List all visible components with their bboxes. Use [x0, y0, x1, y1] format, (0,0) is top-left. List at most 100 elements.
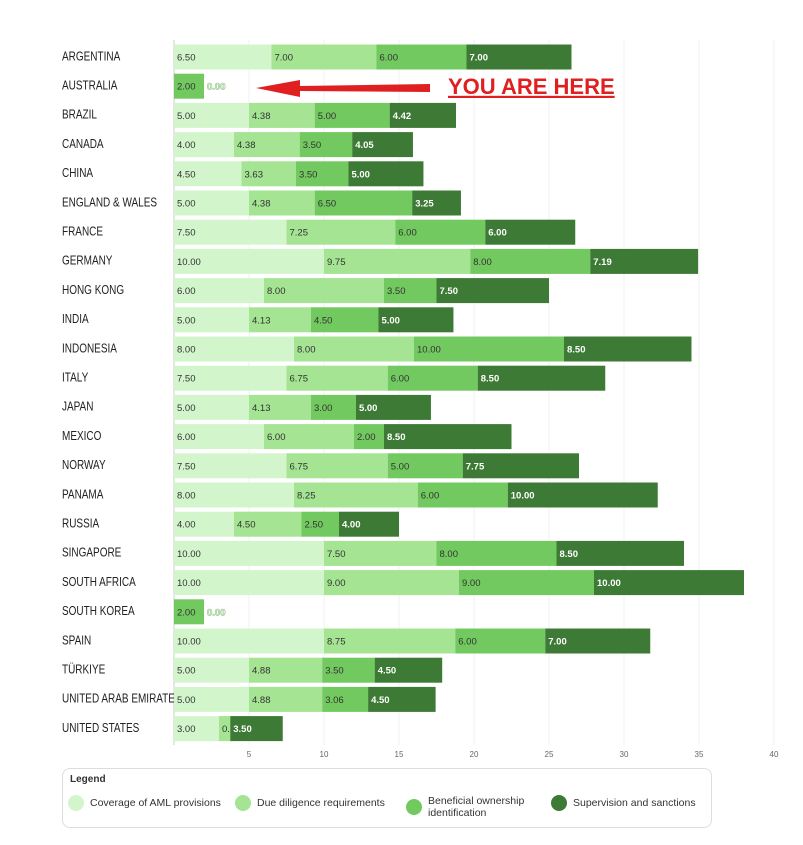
legend-item: Beneficial ownership identification [406, 795, 536, 819]
bar-segment [348, 161, 424, 187]
value-label: 7.50 [177, 461, 196, 472]
bar-segment [174, 482, 294, 508]
legend-item: Supervision and sanctions [551, 795, 711, 811]
bar-segment [462, 453, 579, 479]
bar-segment [436, 540, 557, 566]
bar-segment [174, 132, 234, 158]
category-label: INDIA [62, 313, 89, 326]
bar-segment [174, 365, 287, 391]
bar-segment [436, 278, 549, 304]
bar-segment [286, 365, 388, 391]
legend-swatch [68, 795, 84, 811]
category-label: SOUTH AFRICA [62, 576, 136, 589]
category-label: AUSTRALIA [62, 80, 118, 93]
value-label: 8.00 [177, 491, 196, 502]
bar-segment [286, 219, 396, 245]
value-label: 9.00 [327, 578, 346, 589]
value-label: 8.00 [267, 286, 286, 297]
category-label: HONG KONG [62, 284, 124, 297]
value-label: 5.00 [391, 461, 410, 472]
bar-segment [174, 599, 204, 625]
value-label: 4.50 [314, 315, 333, 326]
category-label: MEXICO [62, 430, 102, 443]
category-label: CANADA [62, 138, 104, 151]
legend: Legend Coverage of AML provisions Due dil… [62, 768, 712, 828]
category-label: ENGLAND & WALES [62, 196, 157, 209]
x-tick-label: 15 [395, 750, 404, 759]
bar-segment [174, 190, 249, 216]
legend-label: Beneficial ownership identification [428, 795, 525, 819]
bar-segment [322, 657, 375, 683]
bar-segment [355, 394, 431, 420]
value-label: 3.50 [303, 140, 322, 151]
bar-segment [324, 570, 459, 596]
value-label: 4.38 [252, 199, 271, 210]
bar-segment [174, 628, 324, 654]
value-label: 6.50 [177, 53, 196, 64]
bar-segment [174, 453, 287, 479]
bar-segment [376, 44, 467, 70]
x-tick-label: 20 [470, 750, 479, 759]
category-label: RUSSIA [62, 518, 100, 531]
value-label: 6.00 [488, 228, 507, 239]
value-label: 3.50 [325, 666, 344, 677]
bar-segment [477, 365, 606, 391]
bar-segment [264, 424, 354, 450]
value-label: 4.88 [252, 695, 271, 706]
legend-item: Coverage of AML provisions [68, 795, 228, 811]
category-label: NORWAY [62, 459, 106, 472]
value-label: 4.00 [177, 140, 196, 151]
value-label: 7.00 [275, 53, 294, 64]
bar-segment [174, 570, 324, 596]
value-label: 8.50 [560, 549, 579, 560]
value-label: 4.00 [177, 520, 196, 531]
x-tick-label: 5 [247, 750, 252, 759]
bar-segment [174, 336, 294, 362]
bar-segment [387, 453, 463, 479]
value-label: 2.00 [357, 432, 376, 443]
bar-segment [301, 511, 339, 537]
value-label: 4.00 [342, 520, 361, 531]
bar-segment [174, 219, 287, 245]
value-label: 6.00 [421, 491, 440, 502]
value-label: 9.75 [327, 257, 346, 268]
legend-label: Supervision and sanctions [573, 797, 696, 809]
bar-segment [387, 365, 478, 391]
value-label: 3.06 [325, 695, 344, 706]
value-label: 5.00 [177, 666, 196, 677]
bar-segment [352, 132, 413, 158]
value-label: 3.00 [314, 403, 333, 414]
value-label: 4.50 [371, 695, 390, 706]
value-label: 7.50 [177, 374, 196, 385]
value-label: 7.19 [593, 257, 612, 268]
legend-swatch [235, 795, 251, 811]
bar-segment [249, 102, 315, 128]
bar-segment [354, 424, 384, 450]
value-label: 2.50 [305, 520, 324, 531]
value-label: 4.88 [252, 666, 271, 677]
value-label: 7.00 [548, 637, 567, 648]
value-label: 8.50 [481, 374, 500, 385]
value-label: 7.00 [470, 53, 489, 64]
category-label: ARGENTINA [62, 50, 121, 63]
bar-segment [294, 336, 414, 362]
category-label: SPAIN [62, 634, 91, 647]
category-label: GERMANY [62, 255, 113, 268]
bar-segment [294, 482, 418, 508]
x-tick-label: 30 [620, 750, 629, 759]
bar-segment [174, 278, 264, 304]
value-label: 5.00 [177, 403, 196, 414]
value-label: 6.00 [177, 286, 196, 297]
bar-segment [556, 540, 684, 566]
bar-segment [310, 394, 356, 420]
value-label: 6.00 [398, 228, 417, 239]
value-label: 7.75 [466, 461, 485, 472]
value-label: 7.25 [290, 228, 309, 239]
value-label: 5.00 [359, 403, 378, 414]
bar-segment [378, 307, 454, 333]
bar-segment [470, 248, 591, 274]
category-label: INDONESIA [62, 342, 117, 355]
value-label: 10.00 [177, 549, 201, 560]
value-label: 4.05 [355, 140, 374, 151]
category-labels: ARGENTINA AUSTRALIA BRAZIL CANADA CHINA ENGLA… [62, 50, 182, 735]
